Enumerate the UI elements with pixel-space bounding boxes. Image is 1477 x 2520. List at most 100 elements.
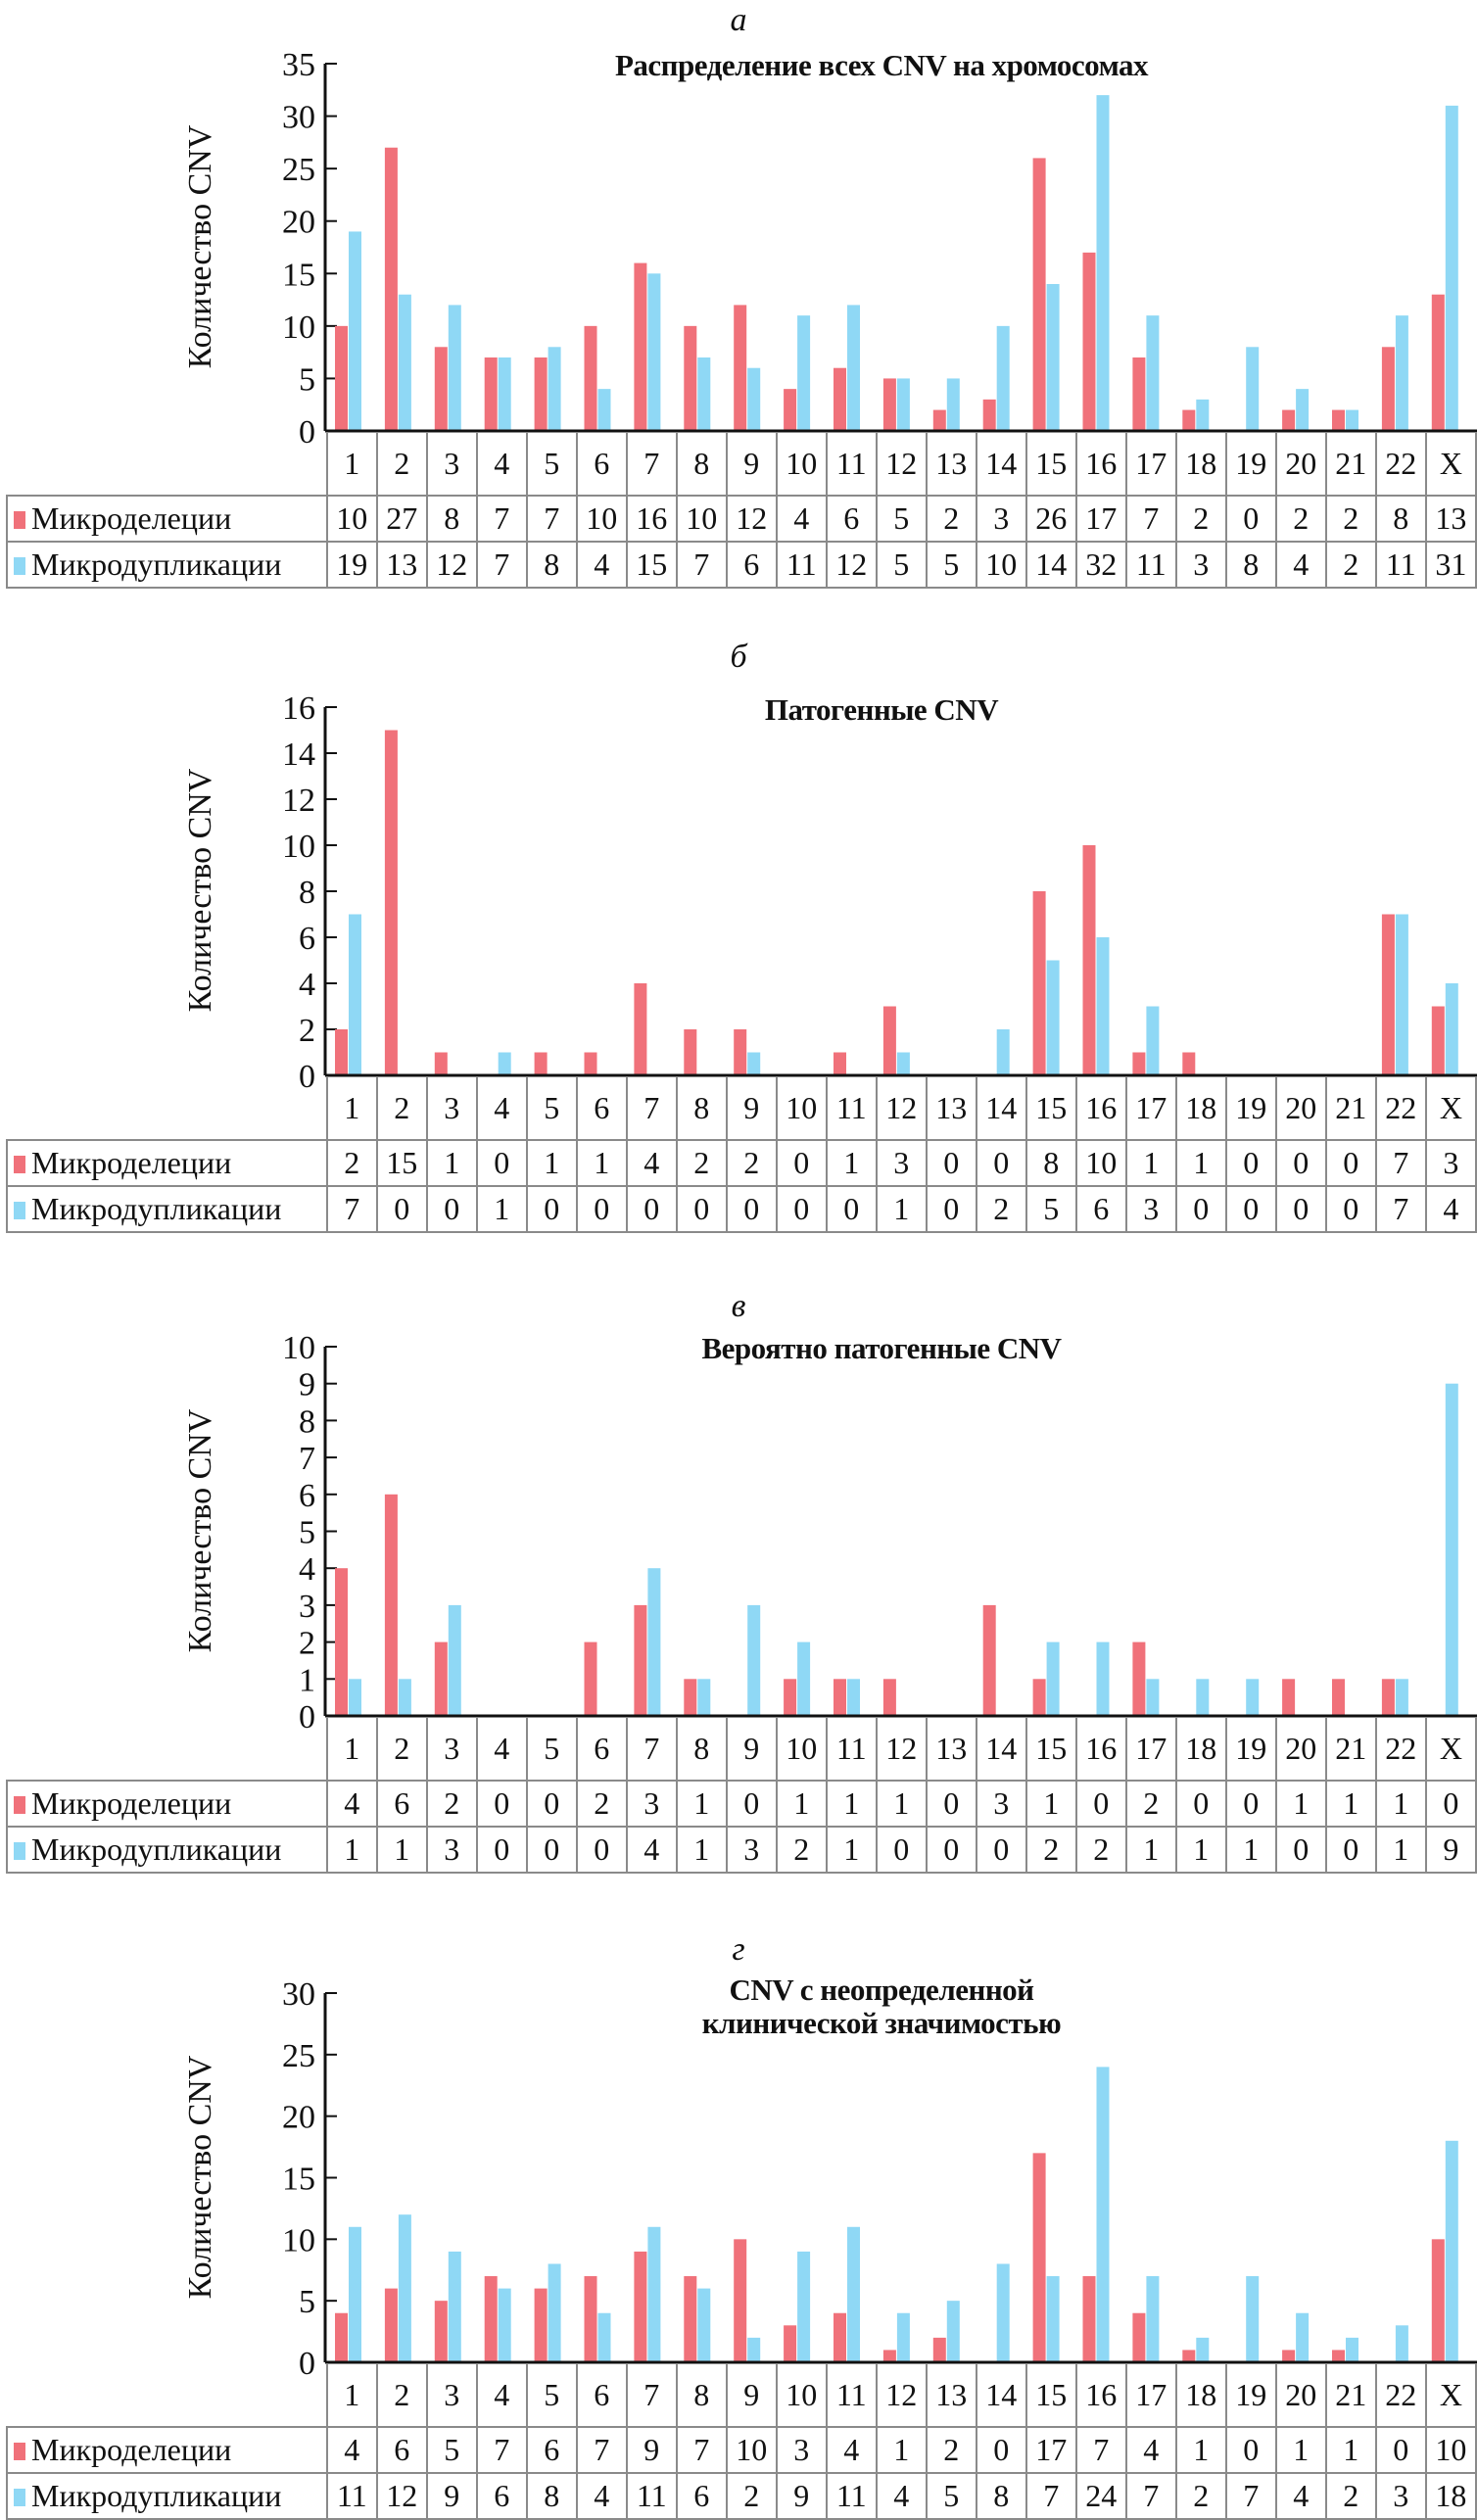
legend-swatch: [14, 2489, 25, 2506]
bar-deletion-chr-11: [834, 367, 846, 430]
y-tick-label: 0: [299, 2346, 315, 2382]
value-cell: 0: [475, 1139, 528, 1187]
legend-label: Микродупликации: [31, 2478, 282, 2513]
value-cell: 1: [1274, 2426, 1327, 2474]
bar-duplication-chr-2: [398, 294, 411, 430]
x-tick-label: 15: [1024, 432, 1077, 497]
bar-deletion-chr-14: [982, 399, 996, 430]
bar-duplication-chr-15: [1046, 960, 1060, 1074]
bar-duplication-chr-9: [747, 1052, 761, 1074]
bar-deletion-chr-6: [584, 1052, 597, 1074]
y-tick-label: 2: [299, 1013, 315, 1049]
value-cell: 15: [625, 541, 678, 589]
value-cell: 7: [1224, 2472, 1277, 2520]
value-cell: 0: [1224, 495, 1277, 543]
bar-duplication-chr-X: [1445, 983, 1458, 1074]
value-cell: 7: [675, 2426, 728, 2474]
value-cell: 1: [1124, 1139, 1177, 1187]
x-tick-label: 22: [1374, 1717, 1427, 1782]
x-tick-label: 5: [525, 432, 578, 497]
x-tick-label: 16: [1074, 432, 1127, 497]
value-cell: 11: [775, 541, 828, 589]
value-cell: 10: [1074, 1139, 1127, 1187]
value-cell: 1: [1174, 2426, 1227, 2474]
value-cell: 0: [525, 1780, 578, 1828]
value-cell: 6: [725, 541, 778, 589]
duplication-row: Микродупликации 11 12 9 6 8 4 11 6 2 9 11 4 5 8 7 24 7 2 7 4…: [6, 2472, 1477, 2520]
value-cell: 0: [975, 1826, 1027, 1874]
x-tick-label: 5: [525, 1076, 578, 1141]
bar-deletion-chr-10: [784, 1679, 797, 1715]
y-tick-label: 12: [282, 783, 315, 819]
bar-deletion-chr-17: [1132, 2312, 1146, 2361]
bar-duplication-chr-18: [1196, 2337, 1210, 2361]
value-cell: 0: [975, 2426, 1027, 2474]
y-tick-label: 5: [299, 2284, 315, 2320]
value-cell: 8: [525, 2472, 578, 2520]
x-tick-label: 1: [325, 2363, 378, 2428]
value-cell: 1: [1374, 1780, 1427, 1828]
value-cell: 4: [775, 495, 828, 543]
value-cell: 7: [1024, 2472, 1077, 2520]
value-cell: 0: [425, 1185, 478, 1233]
value-cell: 12: [425, 541, 478, 589]
bar-duplication-chr-3: [448, 305, 461, 430]
x-tick-label: 4: [475, 2363, 528, 2428]
bar-deletion-chr-12: [882, 378, 896, 430]
bar-deletion-chr-6: [584, 1641, 597, 1715]
bar-deletion-chr-9: [734, 2239, 747, 2361]
value-cell: 1: [1174, 1826, 1227, 1874]
y-tick-label: 25: [282, 152, 315, 188]
value-cell: 0: [725, 1780, 778, 1828]
x-tick-label: 15: [1024, 1076, 1077, 1141]
legend-label: Микродупликации: [31, 1831, 282, 1867]
value-cell: 3: [1174, 541, 1227, 589]
y-tick-label: 6: [299, 921, 315, 957]
bar-duplication-chr-22: [1395, 1679, 1408, 1715]
x-tick-label: 16: [1074, 1717, 1127, 1782]
x-tick-label: 12: [875, 1717, 928, 1782]
value-cell: 0: [1324, 1826, 1377, 1874]
value-cell: 9: [625, 2426, 678, 2474]
value-cell: 27: [375, 495, 428, 543]
value-cell: 0: [525, 1185, 578, 1233]
bar-deletion-chr-1: [335, 2312, 348, 2361]
x-tick-label: 19: [1224, 1717, 1277, 1782]
value-cell: 6: [375, 1780, 428, 1828]
y-tick-label: 9: [299, 1367, 315, 1403]
value-cell: 0: [1274, 1139, 1327, 1187]
x-tick-label: 14: [975, 432, 1027, 497]
value-cell: 0: [825, 1185, 878, 1233]
value-cell: 1: [525, 1139, 578, 1187]
value-cell: 0: [1324, 1185, 1377, 1233]
x-tick-label: 14: [975, 1076, 1027, 1141]
value-cell: 7: [475, 541, 528, 589]
value-cell: 4: [1424, 1185, 1477, 1233]
bar-deletion-chr-X: [1431, 294, 1445, 430]
y-tick-label: 10: [282, 2222, 315, 2258]
bar-duplication-chr-17: [1146, 2276, 1160, 2361]
x-tick-label: 6: [575, 2363, 628, 2428]
value-cell: 0: [925, 1780, 977, 1828]
legend-entry: Микродупликации: [6, 1185, 328, 1233]
bar-duplication-chr-20: [1296, 2312, 1310, 2361]
value-cell: 2: [1174, 2472, 1227, 2520]
bar-duplication-chr-2: [398, 1679, 411, 1715]
bar-duplication-chr-16: [1096, 2067, 1110, 2361]
bar-deletion-chr-X: [1431, 2239, 1445, 2361]
legend-entry: Микроделеции: [6, 1780, 328, 1828]
x-tick-label: 13: [925, 432, 977, 497]
value-cell: 4: [1274, 2472, 1327, 2520]
data-table: 1 2 3 4 5 6 7 8 9 10 11 12 13 14 15 16 17 18 19 20 21 22 X Микр…: [6, 1717, 1477, 1874]
legend-label: Микроделеции: [31, 2432, 232, 2467]
value-cell: 2: [1024, 1826, 1077, 1874]
bar-deletion-chr-17: [1132, 357, 1146, 430]
bar-deletion-chr-20: [1282, 1679, 1296, 1715]
duplication-row: Микродупликации 1 1 3 0 0 0 4 1 3 2 1 0 0 0 2 2 1 1 1 0 0 1 9: [6, 1826, 1477, 1874]
bar-deletion-chr-6: [584, 325, 597, 430]
legend-entry: Микроделеции: [6, 2426, 328, 2474]
value-cell: 26: [1024, 495, 1077, 543]
bar-duplication-chr-2: [398, 2214, 411, 2361]
value-cell: 17: [1074, 495, 1127, 543]
